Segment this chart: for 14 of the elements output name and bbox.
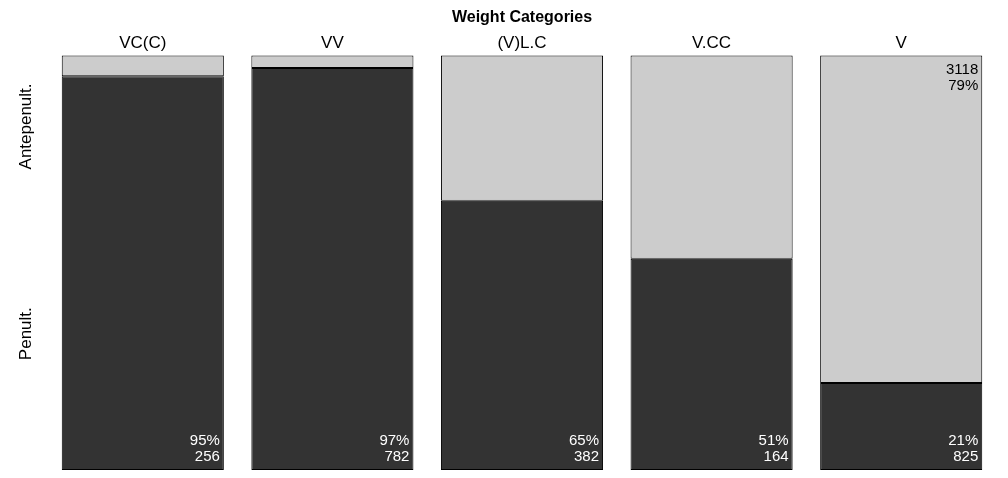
x-tick-label: (V)L.C (497, 33, 547, 53)
x-tick-label: V.CC (692, 33, 732, 53)
chart-title: Weight Categories (451, 8, 593, 26)
x-tick-label: VV (321, 33, 345, 53)
x-tick-label: VC(C) (119, 33, 167, 53)
data-label: 65% 382 (569, 430, 600, 464)
text: Antepenult. (15, 83, 35, 170)
data-label: 51% 164 (758, 430, 789, 464)
data-label: 97% 782 (379, 430, 410, 464)
text: Penult. (15, 307, 35, 361)
data-label: 95% 256 (189, 430, 220, 464)
data-label: 3118 79% (945, 59, 979, 93)
x-tick-label: V (895, 33, 908, 53)
data-label: 21% 825 (948, 430, 979, 464)
